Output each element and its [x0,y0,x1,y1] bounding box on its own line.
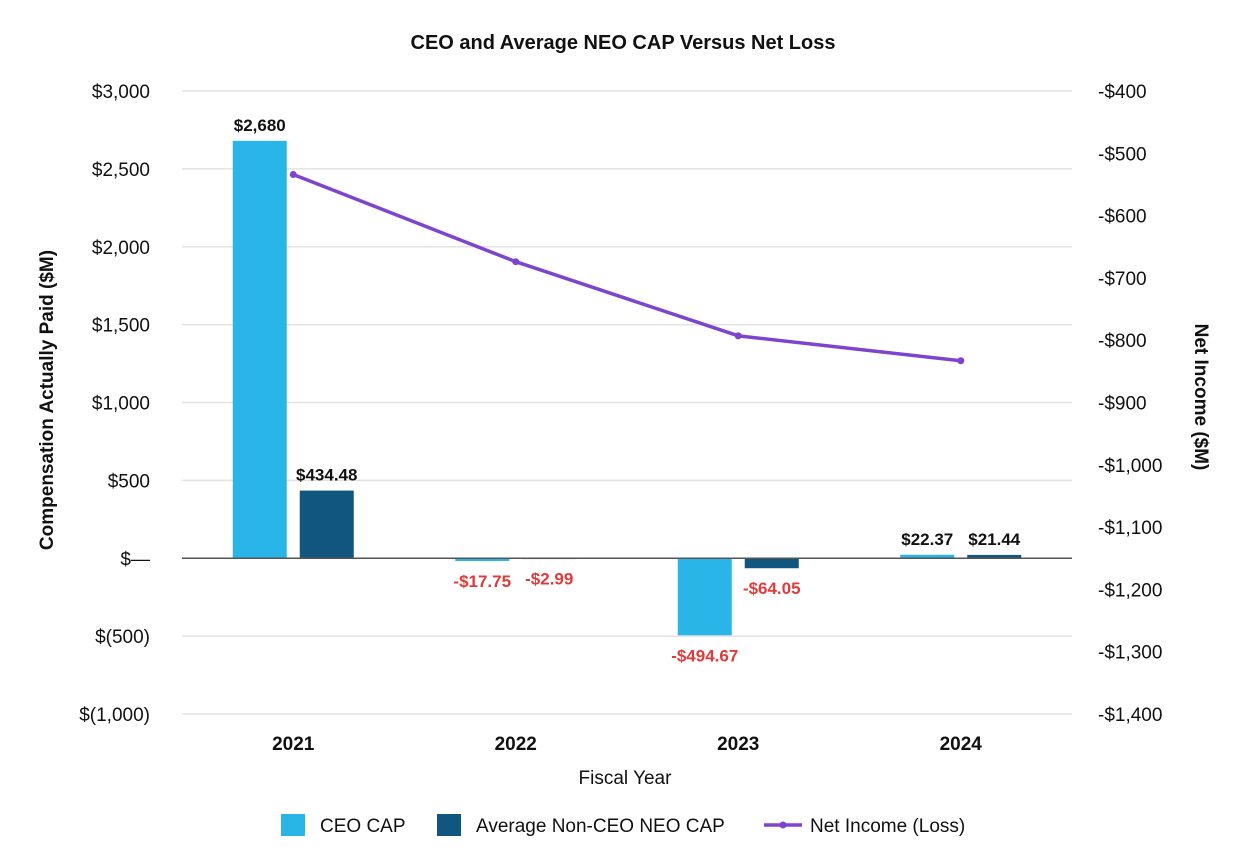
gridlines [182,90,1072,715]
left-tick-label: $1,500 [92,316,150,337]
legend-label-ceo-cap: CEO CAP [320,816,406,837]
right-tick-label: -$500 [1098,144,1147,165]
bar-average-non-ceo-neo-cap-2021 [299,490,354,559]
right-tick-label: -$1,000 [1098,456,1162,477]
right-tick-label: -$900 [1098,394,1147,415]
left-tick-label: $3,000 [92,82,150,103]
left-tick-label: $— [120,549,150,570]
legend-label-net-income: Net Income (Loss) [810,816,965,837]
x-tick-label-2021: 2021 [272,734,315,755]
right-tick-label: -$1,300 [1098,643,1162,664]
right-tick-label: -$1,400 [1098,705,1162,726]
right-tick-label: -$700 [1098,269,1147,290]
bars [232,140,1022,636]
x-tick-label-2024: 2024 [940,734,983,755]
bar-ceo-cap-2021 [232,140,287,559]
right-tick-label: -$600 [1098,207,1147,228]
right-tick-label: -$1,100 [1098,518,1162,539]
bar-ceo-cap-2022 [455,558,510,562]
net-income-line-layer [289,170,965,365]
bar-ceo-cap-2023 [677,558,732,636]
right-tick-label: -$800 [1098,331,1147,352]
x-axis-title: Fiscal Year [579,768,673,789]
left-tick-label: $2,000 [92,238,150,259]
right-axis-title: Net Income ($M) [1190,324,1211,471]
left-axis-ticks: $3,000 $2,500 $2,000 $1,500 $1,000 $500 $— $(50… [79,82,150,726]
x-axis-ticks: 2021 2022 2023 2024 [272,734,982,755]
data-label-ceo-cap-2022: -$17.75 [453,572,511,591]
x-tick-label-2023: 2023 [717,734,759,755]
legend-swatch-avg-neo-cap [437,814,461,836]
left-tick-label: $(1,000) [79,705,150,726]
data-label-ceo-cap-2021: $2,680 [234,116,286,135]
bar-ceo-cap-2024 [900,554,955,559]
left-tick-label: $1,000 [92,394,150,415]
chart-title: CEO and Average NEO CAP Versus Net Loss [411,32,836,54]
legend-label-avg-neo-cap: Average Non-CEO NEO CAP [476,816,725,837]
left-tick-label: $2,500 [92,160,150,181]
net-income-point-2023 [734,332,742,340]
net-income-point-2022 [512,258,520,266]
right-tick-label: -$400 [1098,82,1147,103]
left-tick-label: $(500) [95,627,150,648]
bar-average-non-ceo-neo-cap-2024 [967,554,1022,559]
data-labels: $2,680 -$17.75 -$494.67 $22.37 $434.48 -$2.99… [234,116,1021,665]
data-label-average-non-ceo-neo-cap-2021: $434.48 [296,466,357,485]
data-label-average-non-ceo-neo-cap-2022: -$2.99 [525,570,573,589]
data-label-ceo-cap-2024: $22.37 [901,530,953,549]
left-tick-label: $500 [108,471,150,492]
legend: CEO CAP Average Non-CEO NEO CAP Net Inco… [281,814,965,837]
net-income-line [292,172,961,363]
data-label-average-non-ceo-neo-cap-2024: $21.44 [968,530,1021,549]
right-axis-ticks: -$400 -$500 -$600 -$700 -$800 -$900 -$1,000 -$1… [1098,82,1162,726]
legend-marker-net-income [779,821,787,829]
net-income-point-2021 [289,170,297,178]
x-tick-label-2022: 2022 [495,734,537,755]
data-label-average-non-ceo-neo-cap-2023: -$64.05 [743,579,801,598]
bar-average-non-ceo-neo-cap-2023 [744,558,799,569]
legend-swatch-ceo-cap [281,814,305,836]
net-income-point-2024 [957,357,965,365]
right-tick-label: -$1,200 [1098,580,1162,601]
data-label-ceo-cap-2023: -$494.67 [671,646,738,665]
left-axis-title: Compensation Actually Paid ($M) [37,250,58,550]
